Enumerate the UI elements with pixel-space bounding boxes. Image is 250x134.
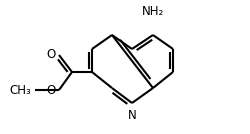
Text: O: O	[47, 49, 56, 62]
Text: CH₃: CH₃	[9, 83, 31, 96]
Text: O: O	[47, 83, 56, 96]
Text: N: N	[128, 109, 136, 122]
Text: NH₂: NH₂	[142, 5, 164, 18]
